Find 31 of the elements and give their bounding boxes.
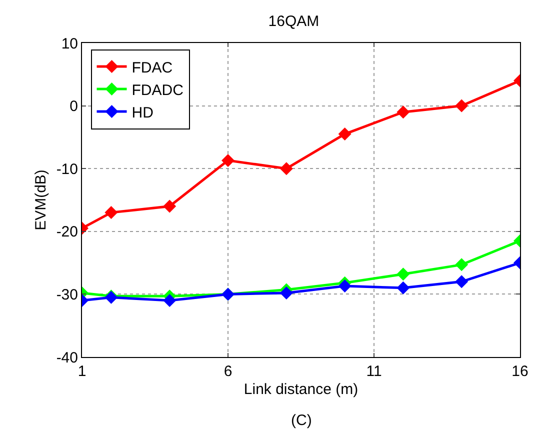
chart-title: 16QAM: [268, 13, 320, 30]
point: [396, 268, 410, 281]
x-axis-title: Link distance (m): [244, 381, 358, 398]
y-axis-title: EVM(dB): [32, 170, 50, 230]
point: [396, 281, 410, 294]
point: [396, 106, 410, 119]
x-tick-label: 11: [366, 363, 382, 380]
point: [338, 280, 352, 293]
legend-label: FDAC: [132, 59, 173, 76]
y-tick-label: -30: [56, 286, 78, 304]
point: [104, 206, 118, 220]
point: [222, 154, 234, 167]
point: [280, 286, 293, 300]
text: (C): [291, 412, 312, 429]
y-tick-label: -40: [56, 349, 78, 366]
legend-label: HD: [132, 104, 154, 122]
point: [280, 162, 293, 176]
point: [455, 258, 468, 272]
legend-label: FDADC: [132, 82, 184, 99]
y-tick-label: -20: [56, 224, 78, 241]
point: [338, 128, 352, 141]
point: [163, 294, 176, 307]
x-tick-label: 6: [224, 363, 232, 380]
y-tick-label: 10: [61, 35, 78, 52]
y-tick-label: 0: [70, 98, 78, 116]
point: [455, 275, 468, 288]
x-tick-label: 16: [512, 363, 528, 380]
y-tick-label: -10: [56, 160, 78, 178]
point: [455, 99, 468, 112]
x-tick-label: 1: [78, 363, 86, 380]
point: [163, 200, 176, 213]
